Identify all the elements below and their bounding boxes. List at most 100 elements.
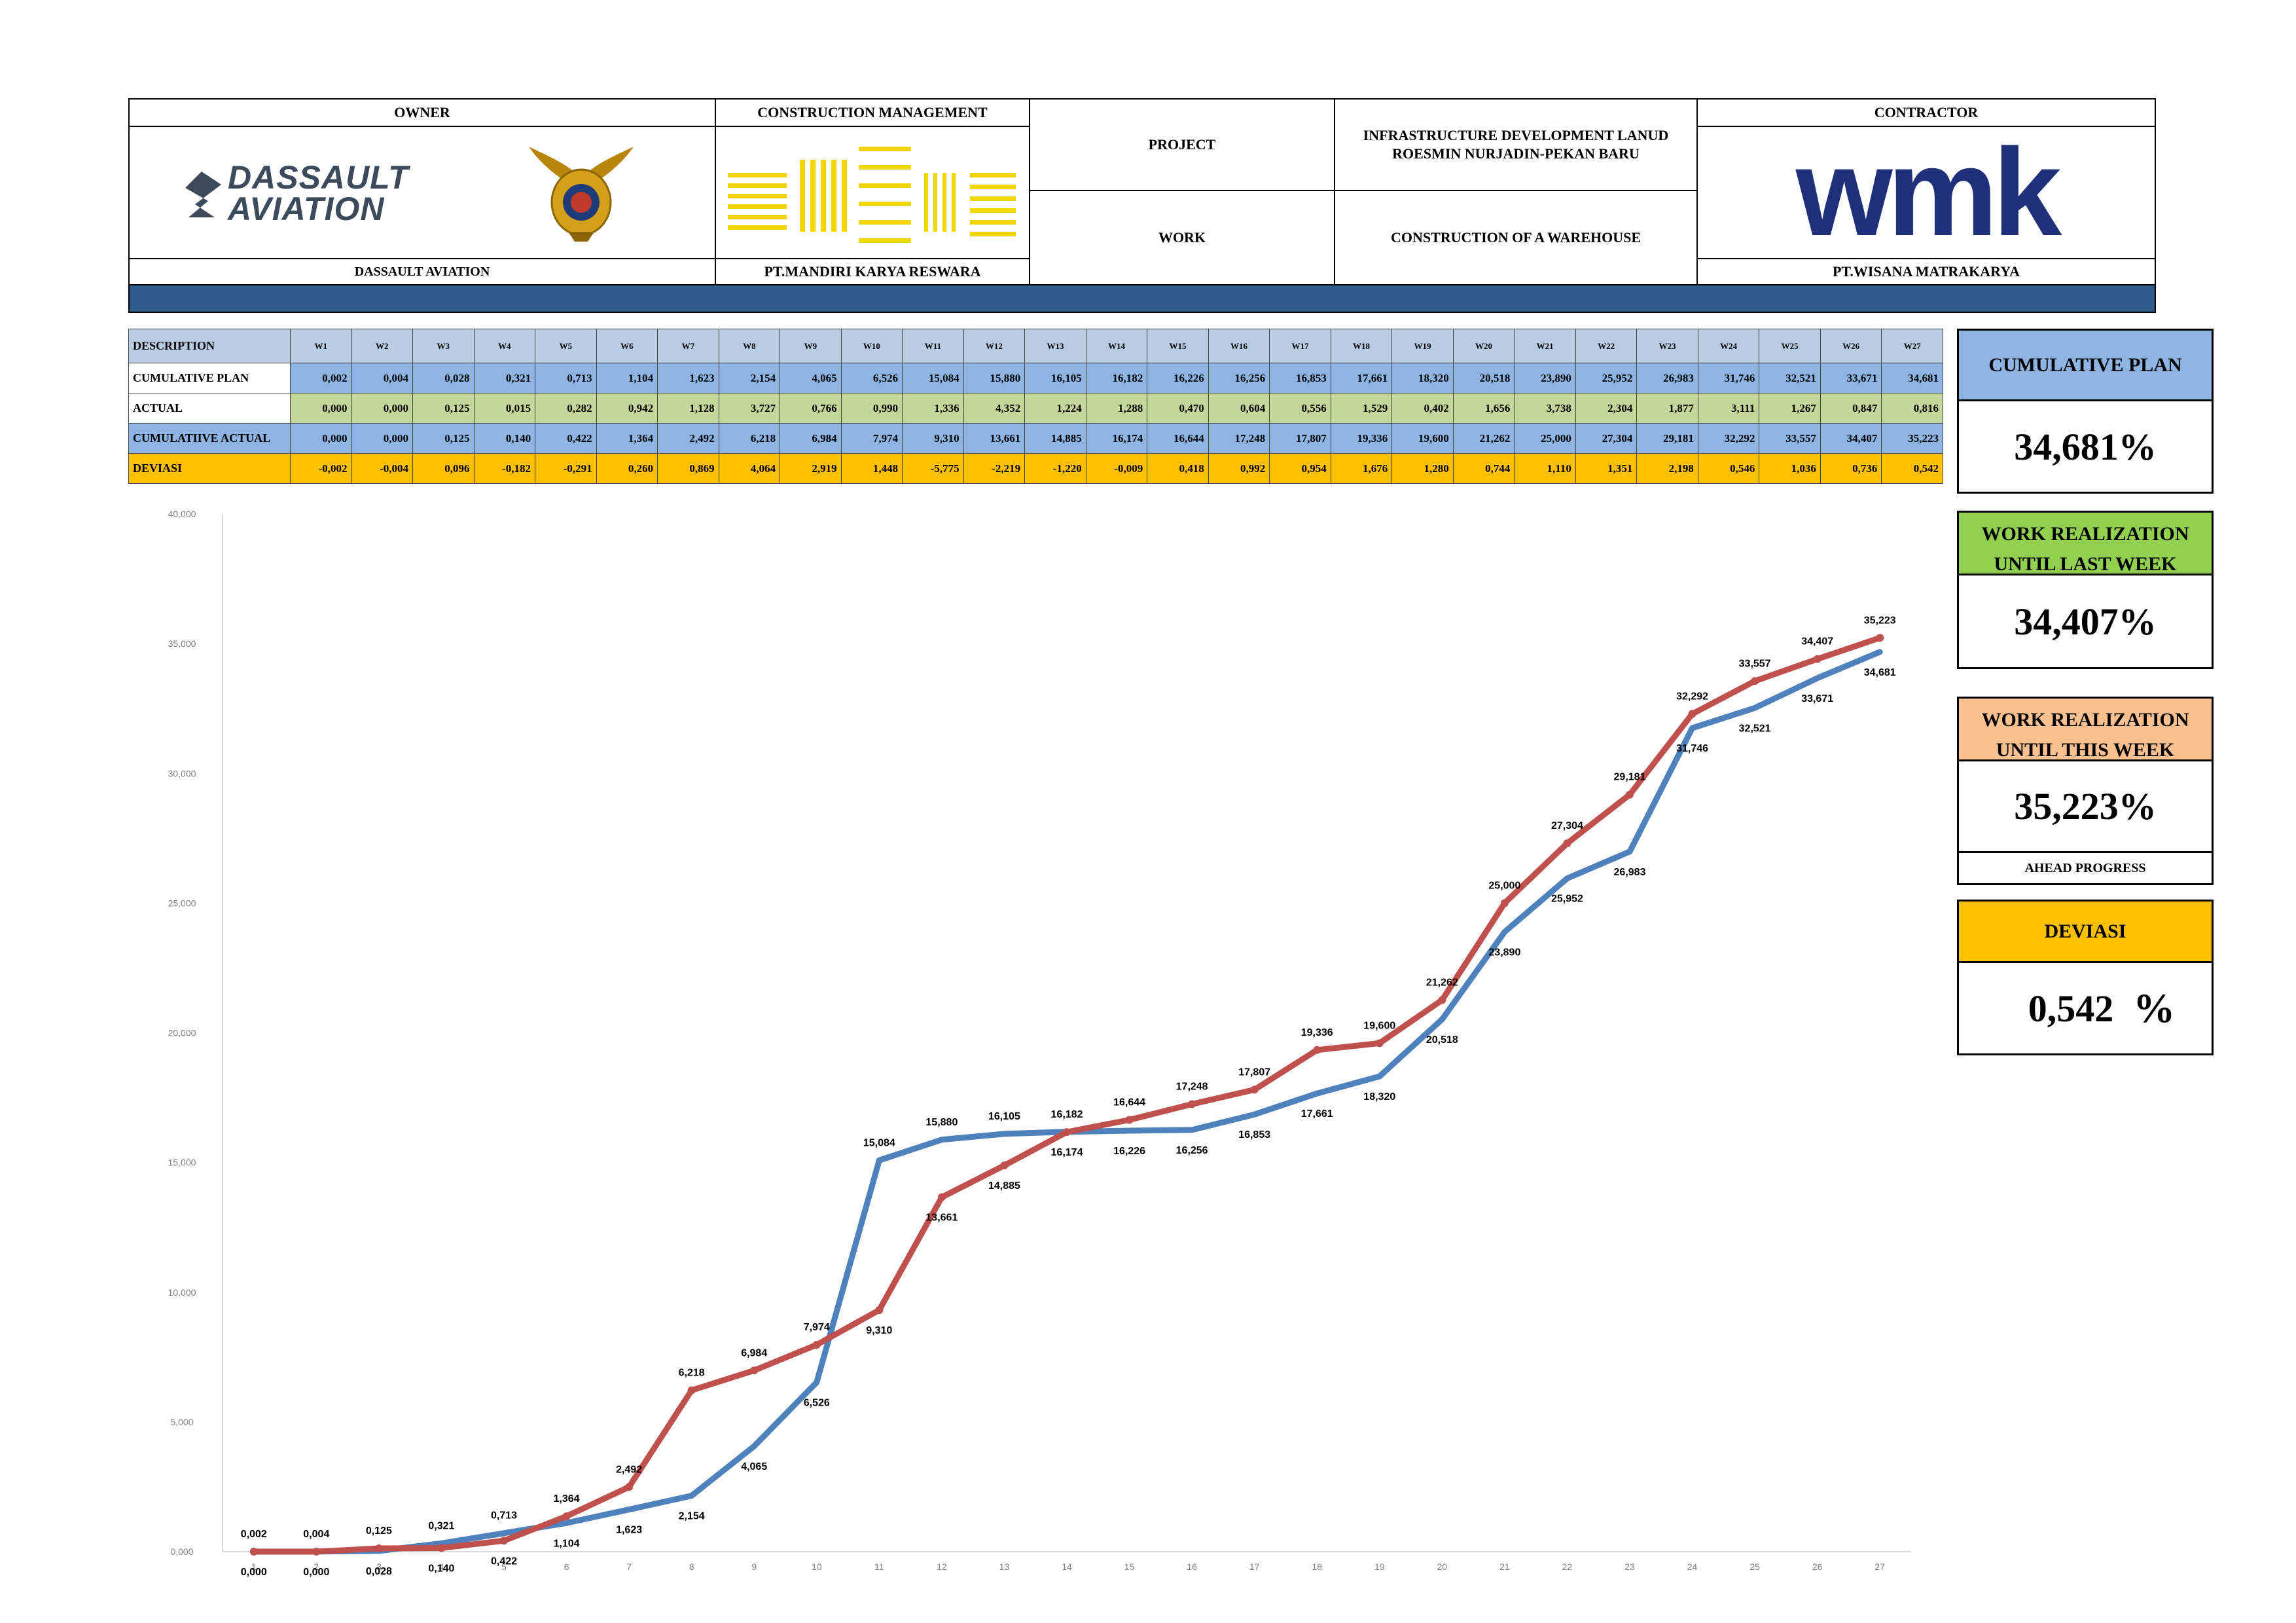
table-cell: 0,000 bbox=[351, 393, 414, 424]
this-week-panel: WORK REALIZATION UNTIL THIS WEEK 35,223%… bbox=[1957, 697, 2214, 885]
plan-data-label: 16,853 bbox=[1238, 1129, 1270, 1140]
actual-data-label: 29,181 bbox=[1614, 772, 1646, 783]
table-cell: 0,321 bbox=[473, 363, 536, 393]
table-cell: 0,942 bbox=[596, 393, 658, 424]
x-tick-label: 3 bbox=[376, 1561, 382, 1572]
table-cell: 17,807 bbox=[1269, 423, 1331, 454]
plan-data-label: 17,661 bbox=[1301, 1108, 1333, 1120]
x-tick-label: 5 bbox=[501, 1561, 507, 1572]
week-header: W24 bbox=[1697, 329, 1760, 363]
actual-data-label: 1,364 bbox=[554, 1493, 580, 1504]
week-header: W5 bbox=[535, 329, 597, 363]
last-week-value: 34,407% bbox=[1959, 575, 2212, 667]
table-cell: 27,304 bbox=[1575, 423, 1638, 454]
table-cell: 0,546 bbox=[1697, 453, 1760, 484]
table-cell: 1,623 bbox=[657, 363, 719, 393]
x-tick-label: 2 bbox=[314, 1561, 319, 1572]
actual-data-label: 6,218 bbox=[679, 1368, 705, 1379]
plan-data-label: 32,521 bbox=[1739, 723, 1771, 734]
table-cell: 0,402 bbox=[1391, 393, 1454, 424]
table-cell: 0,713 bbox=[535, 363, 597, 393]
actual-point bbox=[1813, 655, 1821, 663]
table-cell: 35,223 bbox=[1881, 423, 1943, 454]
week-header: W12 bbox=[963, 329, 1026, 363]
week-header: W13 bbox=[1024, 329, 1086, 363]
x-tick-label: 17 bbox=[1249, 1561, 1260, 1572]
dassault-logo: DASSAULT AVIATION bbox=[182, 158, 418, 230]
actual-data-label: 9,310 bbox=[866, 1325, 892, 1336]
table-cell: 0,766 bbox=[780, 393, 842, 424]
description-header: DESCRIPTION bbox=[128, 329, 291, 363]
x-tick-label: 22 bbox=[1562, 1561, 1573, 1572]
actual-point bbox=[1375, 1039, 1384, 1048]
table-cell: 0,992 bbox=[1208, 453, 1270, 484]
table-cell: 14,885 bbox=[1024, 423, 1086, 454]
table-cell: -0,291 bbox=[535, 453, 597, 484]
actual-point bbox=[1626, 790, 1634, 799]
table-cell: 29,181 bbox=[1636, 423, 1698, 454]
project-value: INFRASTRUCTURE DEVELOPMENT LANUD ROESMIN… bbox=[1363, 127, 1669, 162]
table-cell: 1,364 bbox=[596, 423, 658, 454]
this-week-value: 35,223% bbox=[1959, 761, 2212, 853]
plan-data-label: 1,104 bbox=[554, 1538, 580, 1549]
dassault-logo-line2: AVIATION bbox=[228, 191, 385, 227]
week-header: W17 bbox=[1269, 329, 1331, 363]
actual-point bbox=[875, 1306, 884, 1315]
table-cell: 7,974 bbox=[840, 423, 903, 454]
table-cell: 1,656 bbox=[1452, 393, 1515, 424]
x-tick-label: 11 bbox=[874, 1561, 884, 1572]
actual-point bbox=[1438, 996, 1446, 1004]
table-cell: 1,036 bbox=[1759, 453, 1821, 484]
table-cell: 4,352 bbox=[963, 393, 1026, 424]
table-cell: 6,984 bbox=[780, 423, 842, 454]
actual-data-label: 7,974 bbox=[804, 1322, 830, 1333]
table-cell: 0,556 bbox=[1269, 393, 1331, 424]
x-tick-label: 19 bbox=[1374, 1561, 1385, 1572]
plan-data-label: 0,713 bbox=[491, 1510, 517, 1522]
table-cell: -5,775 bbox=[902, 453, 964, 484]
actual-point bbox=[1313, 1046, 1321, 1054]
table-cell: 0,816 bbox=[1881, 393, 1943, 424]
week-header: W16 bbox=[1208, 329, 1270, 363]
table-cell: 31,746 bbox=[1697, 363, 1760, 393]
x-tick-label: 8 bbox=[689, 1561, 694, 1572]
week-header: W6 bbox=[596, 329, 658, 363]
table-cell: 25,952 bbox=[1575, 363, 1638, 393]
x-tick-label: 10 bbox=[812, 1561, 822, 1572]
x-tick-label: 13 bbox=[999, 1561, 1010, 1572]
table-cell: 1,110 bbox=[1514, 453, 1576, 484]
week-header: W26 bbox=[1820, 329, 1882, 363]
cm-logo-icon bbox=[728, 147, 1016, 243]
actual-point bbox=[1563, 839, 1571, 848]
week-header: W15 bbox=[1147, 329, 1209, 363]
actual-data-label: 13,661 bbox=[925, 1213, 958, 1224]
table-cell: 0,125 bbox=[412, 393, 475, 424]
actual-point bbox=[437, 1544, 446, 1552]
table-cell: 0,542 bbox=[1881, 453, 1943, 484]
table-cell: 0,096 bbox=[412, 453, 475, 484]
cumulative-plan-label: CUMULATIVE PLAN bbox=[1959, 331, 2212, 401]
week-header: W9 bbox=[780, 329, 842, 363]
actual-point bbox=[687, 1386, 696, 1395]
table-cell: 25,000 bbox=[1514, 423, 1576, 454]
plan-data-label: 25,952 bbox=[1551, 894, 1583, 905]
actual-data-label: 0,125 bbox=[366, 1525, 392, 1537]
actual-data-label: 17,807 bbox=[1238, 1067, 1270, 1078]
actual-point bbox=[1063, 1128, 1071, 1137]
plan-data-label: 1,623 bbox=[616, 1525, 642, 1536]
plan-data-label: 16,182 bbox=[1051, 1109, 1083, 1120]
table-cell: 0,002 bbox=[290, 363, 352, 393]
table-cell: 1,267 bbox=[1759, 393, 1821, 424]
actual-data-label: 25,000 bbox=[1488, 880, 1520, 891]
table-cell: 1,676 bbox=[1330, 453, 1393, 484]
plan-data-label: 15,084 bbox=[863, 1137, 895, 1148]
plan-data-label: 16,226 bbox=[1113, 1146, 1145, 1157]
week-header: W10 bbox=[840, 329, 903, 363]
table-cell: 23,890 bbox=[1514, 363, 1576, 393]
table-cell: 19,336 bbox=[1330, 423, 1393, 454]
x-tick-label: 9 bbox=[751, 1561, 757, 1572]
plan-data-label: 6,526 bbox=[804, 1397, 830, 1408]
plan-data-label: 0,004 bbox=[303, 1529, 329, 1540]
header-block: OWNER DASSAULT AVIATION DASSAULT AVIATIO… bbox=[128, 98, 2156, 313]
table-cell: 21,262 bbox=[1452, 423, 1515, 454]
